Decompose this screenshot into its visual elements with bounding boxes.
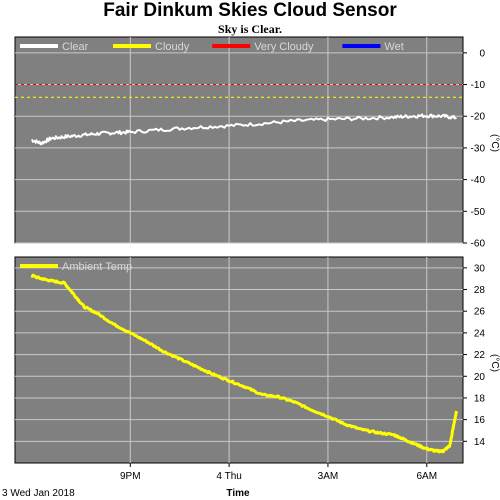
sky-temperature-panel: 0 -10 -20 -30 -40 -50 -60 (°C) Clear Cloudy Very C… (14, 36, 500, 250)
series-line-clear (31, 113, 457, 146)
plot-area (14, 36, 464, 244)
legend-label: Cloudy (155, 41, 190, 53)
y-tick-label: -10 (471, 80, 486, 91)
y-tick-label: 24 (474, 328, 486, 339)
ambient-temperature-panel: 30 28 26 24 22 20 18 16 14 (°C) Ambient Temp (14, 256, 500, 464)
plot-area (14, 256, 464, 464)
x-tick-label: 4 Thu (216, 471, 241, 482)
legend-label: Ambient Temp (62, 261, 132, 273)
y-tick-label: 28 (474, 285, 486, 296)
y-tick-label: 22 (474, 350, 486, 361)
y-axis-unit: (°C) (489, 134, 500, 152)
x-tick-label: 6AM (416, 471, 437, 482)
legend-label: Clear (62, 41, 89, 53)
series-line-ambient-temp (30, 273, 458, 454)
y-tick-label: 0 (479, 48, 485, 59)
date-label: 3 Wed Jan 2018 (2, 488, 75, 499)
x-axis-title: Time (226, 488, 250, 499)
time-axis: 9PM 4 Thu 3AM 6AM 3 Wed Jan 2018 Time (2, 463, 437, 499)
y-tick-label: -50 (471, 207, 486, 218)
x-tick-label: 9PM (120, 471, 141, 482)
y-tick-label: -30 (471, 143, 486, 154)
y-tick-label: 16 (474, 415, 486, 426)
chart-subtitle: Sky is Clear. (218, 22, 282, 36)
y-tick-label: 14 (474, 437, 486, 448)
y-tick-label: -20 (471, 112, 486, 123)
chart-title: Fair Dinkum Skies Cloud Sensor (103, 0, 397, 21)
x-tick-label: 3AM (318, 471, 339, 482)
y-tick-label: -40 (471, 175, 486, 186)
y-tick-label: 26 (474, 307, 486, 318)
y-tick-label: 18 (474, 393, 486, 404)
y-axis-unit: (°C) (489, 354, 500, 372)
y-tick-label: -60 (471, 239, 486, 250)
legend-label: Very Cloudy (254, 41, 314, 53)
y-tick-label: 20 (474, 372, 486, 383)
y-tick-label: 30 (474, 263, 486, 274)
legend-label: Wet (384, 41, 403, 53)
